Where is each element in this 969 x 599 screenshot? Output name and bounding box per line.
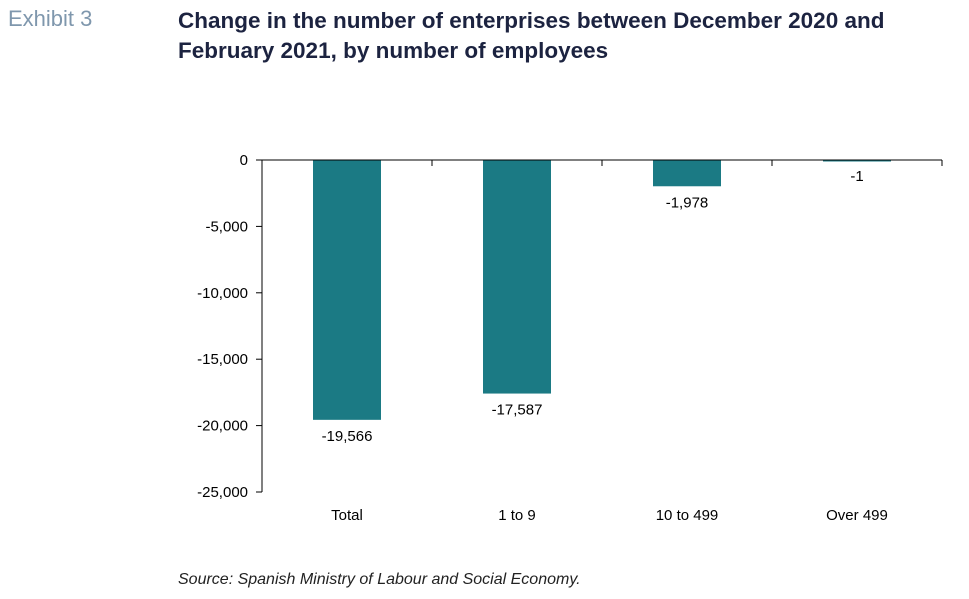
x-category-label: Total	[331, 507, 363, 524]
y-tick-label: -20,000	[197, 418, 248, 435]
bar	[823, 160, 891, 162]
chart-title: Change in the number of enterprises betw…	[178, 8, 885, 63]
data-label: -17,587	[492, 402, 543, 419]
y-tick-label: 0	[240, 152, 248, 169]
data-label: -19,566	[322, 428, 373, 445]
data-label: -1	[850, 168, 863, 185]
y-tick-label: -10,000	[197, 285, 248, 302]
data-label: -1,978	[666, 194, 709, 211]
bar	[313, 160, 381, 420]
source-note: Source: Spanish Ministry of Labour and S…	[178, 571, 581, 588]
y-tick-label: -25,000	[197, 484, 248, 501]
x-category-label: 10 to 499	[656, 507, 719, 524]
x-category-label: 1 to 9	[498, 507, 536, 524]
exhibit-label: Exhibit 3	[8, 6, 93, 31]
y-tick-label: -5,000	[205, 218, 248, 235]
bar	[483, 160, 551, 394]
y-tick-label: -15,000	[197, 351, 248, 368]
bar	[653, 160, 721, 187]
x-category-label: Over 499	[826, 507, 888, 524]
